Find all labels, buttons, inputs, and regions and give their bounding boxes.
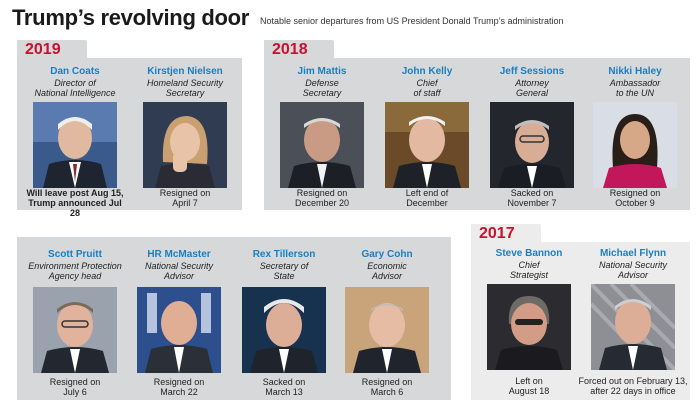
person-role-line1: Homeland Security <box>146 78 224 88</box>
person-name: Gary Cohn <box>361 249 413 260</box>
year-tab-2017: 2017 <box>471 224 541 242</box>
person-name: Jim Mattis <box>297 66 347 77</box>
person-status-line1: Sacked on <box>510 188 554 198</box>
year-tab-2019: 2019 <box>17 40 87 58</box>
person-hr-mcmaster: HR McMaster National Security Advisor <box>129 249 229 373</box>
person-status-line1: Forced out on February 13, <box>578 376 688 386</box>
person-role-line2: General <box>515 88 549 98</box>
person-photo <box>33 102 117 188</box>
person-role-line1: Defense <box>305 78 339 88</box>
person-nikki-haley: Nikki Haley Ambassador to the UN <box>585 66 685 188</box>
person-name: Dan Coats <box>50 66 100 77</box>
person-name: Steve Bannon <box>495 248 563 259</box>
person-name: Kirstjen Nielsen <box>147 66 223 77</box>
person-role-line1: Director of <box>54 78 96 88</box>
person-role-line2: to the UN <box>615 88 655 98</box>
person-photo <box>385 102 469 188</box>
person-jeff-sessions: Jeff Sessions Attorney General <box>482 66 582 188</box>
person-status-line2: March 6 <box>370 387 404 397</box>
person-photo <box>490 102 574 188</box>
person-photo <box>242 287 326 373</box>
person-status-line1: Sacked on <box>262 377 306 387</box>
person-status-line2: November 7 <box>507 198 557 208</box>
person-role-line2: Strategist <box>509 270 549 280</box>
person-role-line2: Agency head <box>48 271 102 281</box>
year-tab-2018: 2018 <box>264 40 334 58</box>
person-jim-mattis: Jim Mattis Defense Secretary <box>272 66 372 188</box>
person-status-line1: Resigned on <box>49 377 101 387</box>
person-status-line1: Resigned on <box>159 188 211 198</box>
person-status-line2: March 13 <box>265 387 303 397</box>
panel-2018-bottom: Scott Pruitt Environment Protection Agen… <box>17 237 451 400</box>
person-role-line2: of staff <box>413 88 441 98</box>
person-name: Michael Flynn <box>599 248 667 259</box>
person-name: Nikki Haley <box>608 66 662 77</box>
person-michael-flynn: Michael Flynn National Security Advisor <box>583 248 683 370</box>
person-status-line1: Resigned on <box>153 377 205 387</box>
person-status-line1: Resigned on <box>361 377 413 387</box>
page-title: Trump’s revolving door <box>12 5 250 30</box>
person-status-line1: Left on <box>515 376 543 386</box>
person-role-line2: Advisor <box>163 271 194 281</box>
person-photo <box>487 284 571 370</box>
person-name: Jeff Sessions <box>499 66 565 77</box>
person-role-line1: Chief <box>416 78 438 88</box>
person-name: Rex Tillerson <box>252 249 316 260</box>
person-role-line2: Secretary <box>165 88 205 98</box>
person-role-line2: Secretary <box>302 88 342 98</box>
person-kirstjen-nielsen: Kirstjen Nielsen Homeland Security Secre… <box>135 66 235 188</box>
person-gary-cohn: Gary Cohn Economic Advisor <box>337 249 437 373</box>
person-status-line2: July 6 <box>63 387 87 397</box>
person-role-line1: Environment Protection <box>28 261 122 271</box>
person-scott-pruitt: Scott Pruitt Environment Protection Agen… <box>25 249 125 373</box>
person-photo <box>280 102 364 188</box>
person-status-line2: December <box>406 198 448 208</box>
person-role-line1: Economic <box>367 261 407 271</box>
person-dan-coats: Dan Coats Director of National Intellige… <box>25 66 125 188</box>
person-role-line1: National Security <box>144 261 214 271</box>
person-status-line2: March 22 <box>160 387 198 397</box>
person-photo <box>33 287 117 373</box>
person-role-line1: National Security <box>598 260 668 270</box>
person-status-line1: Will leave post Aug 15, <box>26 188 124 198</box>
page-subtitle: Notable senior departures from US Presid… <box>260 16 564 26</box>
person-status-line1: Resigned on <box>296 188 348 198</box>
person-status-line2: after 22 days in office <box>590 386 676 396</box>
person-role-line1: Chief <box>518 260 540 270</box>
panel-2017: 2017 Steve Bannon Chief Strategist Left … <box>471 224 690 400</box>
panel-2019: 2019 Dan Coats Director of National Inte… <box>17 40 242 218</box>
person-photo <box>591 284 675 370</box>
person-role-line2: Advisor <box>371 271 402 281</box>
person-status-line2: December 20 <box>294 198 350 208</box>
person-photo <box>137 287 221 373</box>
person-status-line2: April 7 <box>172 198 198 208</box>
person-role-line2: Advisor <box>617 270 648 280</box>
person-photo <box>143 102 227 188</box>
person-status-line2: August 18 <box>508 386 550 396</box>
person-name: John Kelly <box>401 66 453 77</box>
person-steve-bannon: Steve Bannon Chief Strategist <box>479 248 579 370</box>
person-photo <box>345 287 429 373</box>
person-status-line1: Left end of <box>405 188 449 198</box>
person-role-line1: Attorney <box>515 78 549 88</box>
person-role-line2: State <box>273 271 295 281</box>
person-name: Scott Pruitt <box>48 249 102 260</box>
panel-2018-top: 2018 Jim Mattis Defense Secretary Resign… <box>264 40 690 210</box>
person-name: HR McMaster <box>147 249 211 260</box>
person-status-line2: Trump announced Jul 28 <box>28 198 122 218</box>
person-role-line2: National Intelligence <box>34 88 116 98</box>
person-photo <box>593 102 677 188</box>
person-status-line1: Resigned on <box>609 188 661 198</box>
person-rex-tillerson: Rex Tillerson Secretary of State <box>234 249 334 373</box>
person-role-line1: Secretary of <box>259 261 309 271</box>
person-john-kelly: John Kelly Chief of staff <box>377 66 477 188</box>
person-status-line2: October 9 <box>615 198 655 208</box>
person-role-line1: Ambassador <box>609 78 661 88</box>
